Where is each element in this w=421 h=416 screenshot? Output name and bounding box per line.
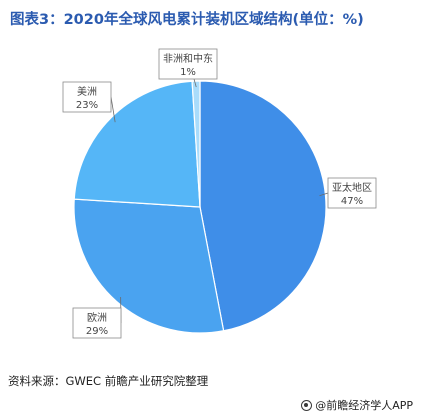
callout-line-1 (319, 192, 329, 197)
source-note: 资料来源：GWEC 前瞻产业研究院整理 (8, 374, 209, 388)
callout-box-1 (327, 177, 377, 209)
slice-value-3: 23% (76, 100, 98, 111)
slice-label-2: 欧洲 (87, 312, 107, 324)
pie-slice-2 (73, 198, 225, 334)
slice-label-1: 亚太地区 (332, 181, 372, 194)
pie-callouts: 亚太地区 47% 欧洲 29% 美洲 23% 非洲和中东 1% (62, 48, 377, 339)
slice-value-1: 47% (341, 196, 363, 207)
pie-slice-4 (191, 80, 201, 208)
callout-line-4 (193, 78, 197, 88)
callout-box-3 (62, 81, 112, 113)
pie-slice-3 (73, 80, 201, 208)
callout-line-3 (110, 96, 116, 123)
brand-credit: @前瞻经济学人APP (301, 397, 413, 413)
callout-box-4 (158, 48, 218, 80)
slice-value-4: 1% (180, 67, 196, 78)
slice-label-4: 非洲和中东 (163, 52, 213, 65)
pie-slice-1 (199, 80, 327, 332)
slice-label-3: 美洲 (77, 85, 97, 98)
brand-text: @前瞻经济学人APP (315, 399, 413, 412)
slice-value-2: 29% (86, 326, 108, 337)
callout-box-2 (72, 307, 122, 339)
chart-title: 图表3：2020年全球风电累计装机区域结构(单位：%) (10, 12, 364, 28)
brand-logo-icon (301, 399, 313, 411)
pie-slices (73, 80, 327, 334)
